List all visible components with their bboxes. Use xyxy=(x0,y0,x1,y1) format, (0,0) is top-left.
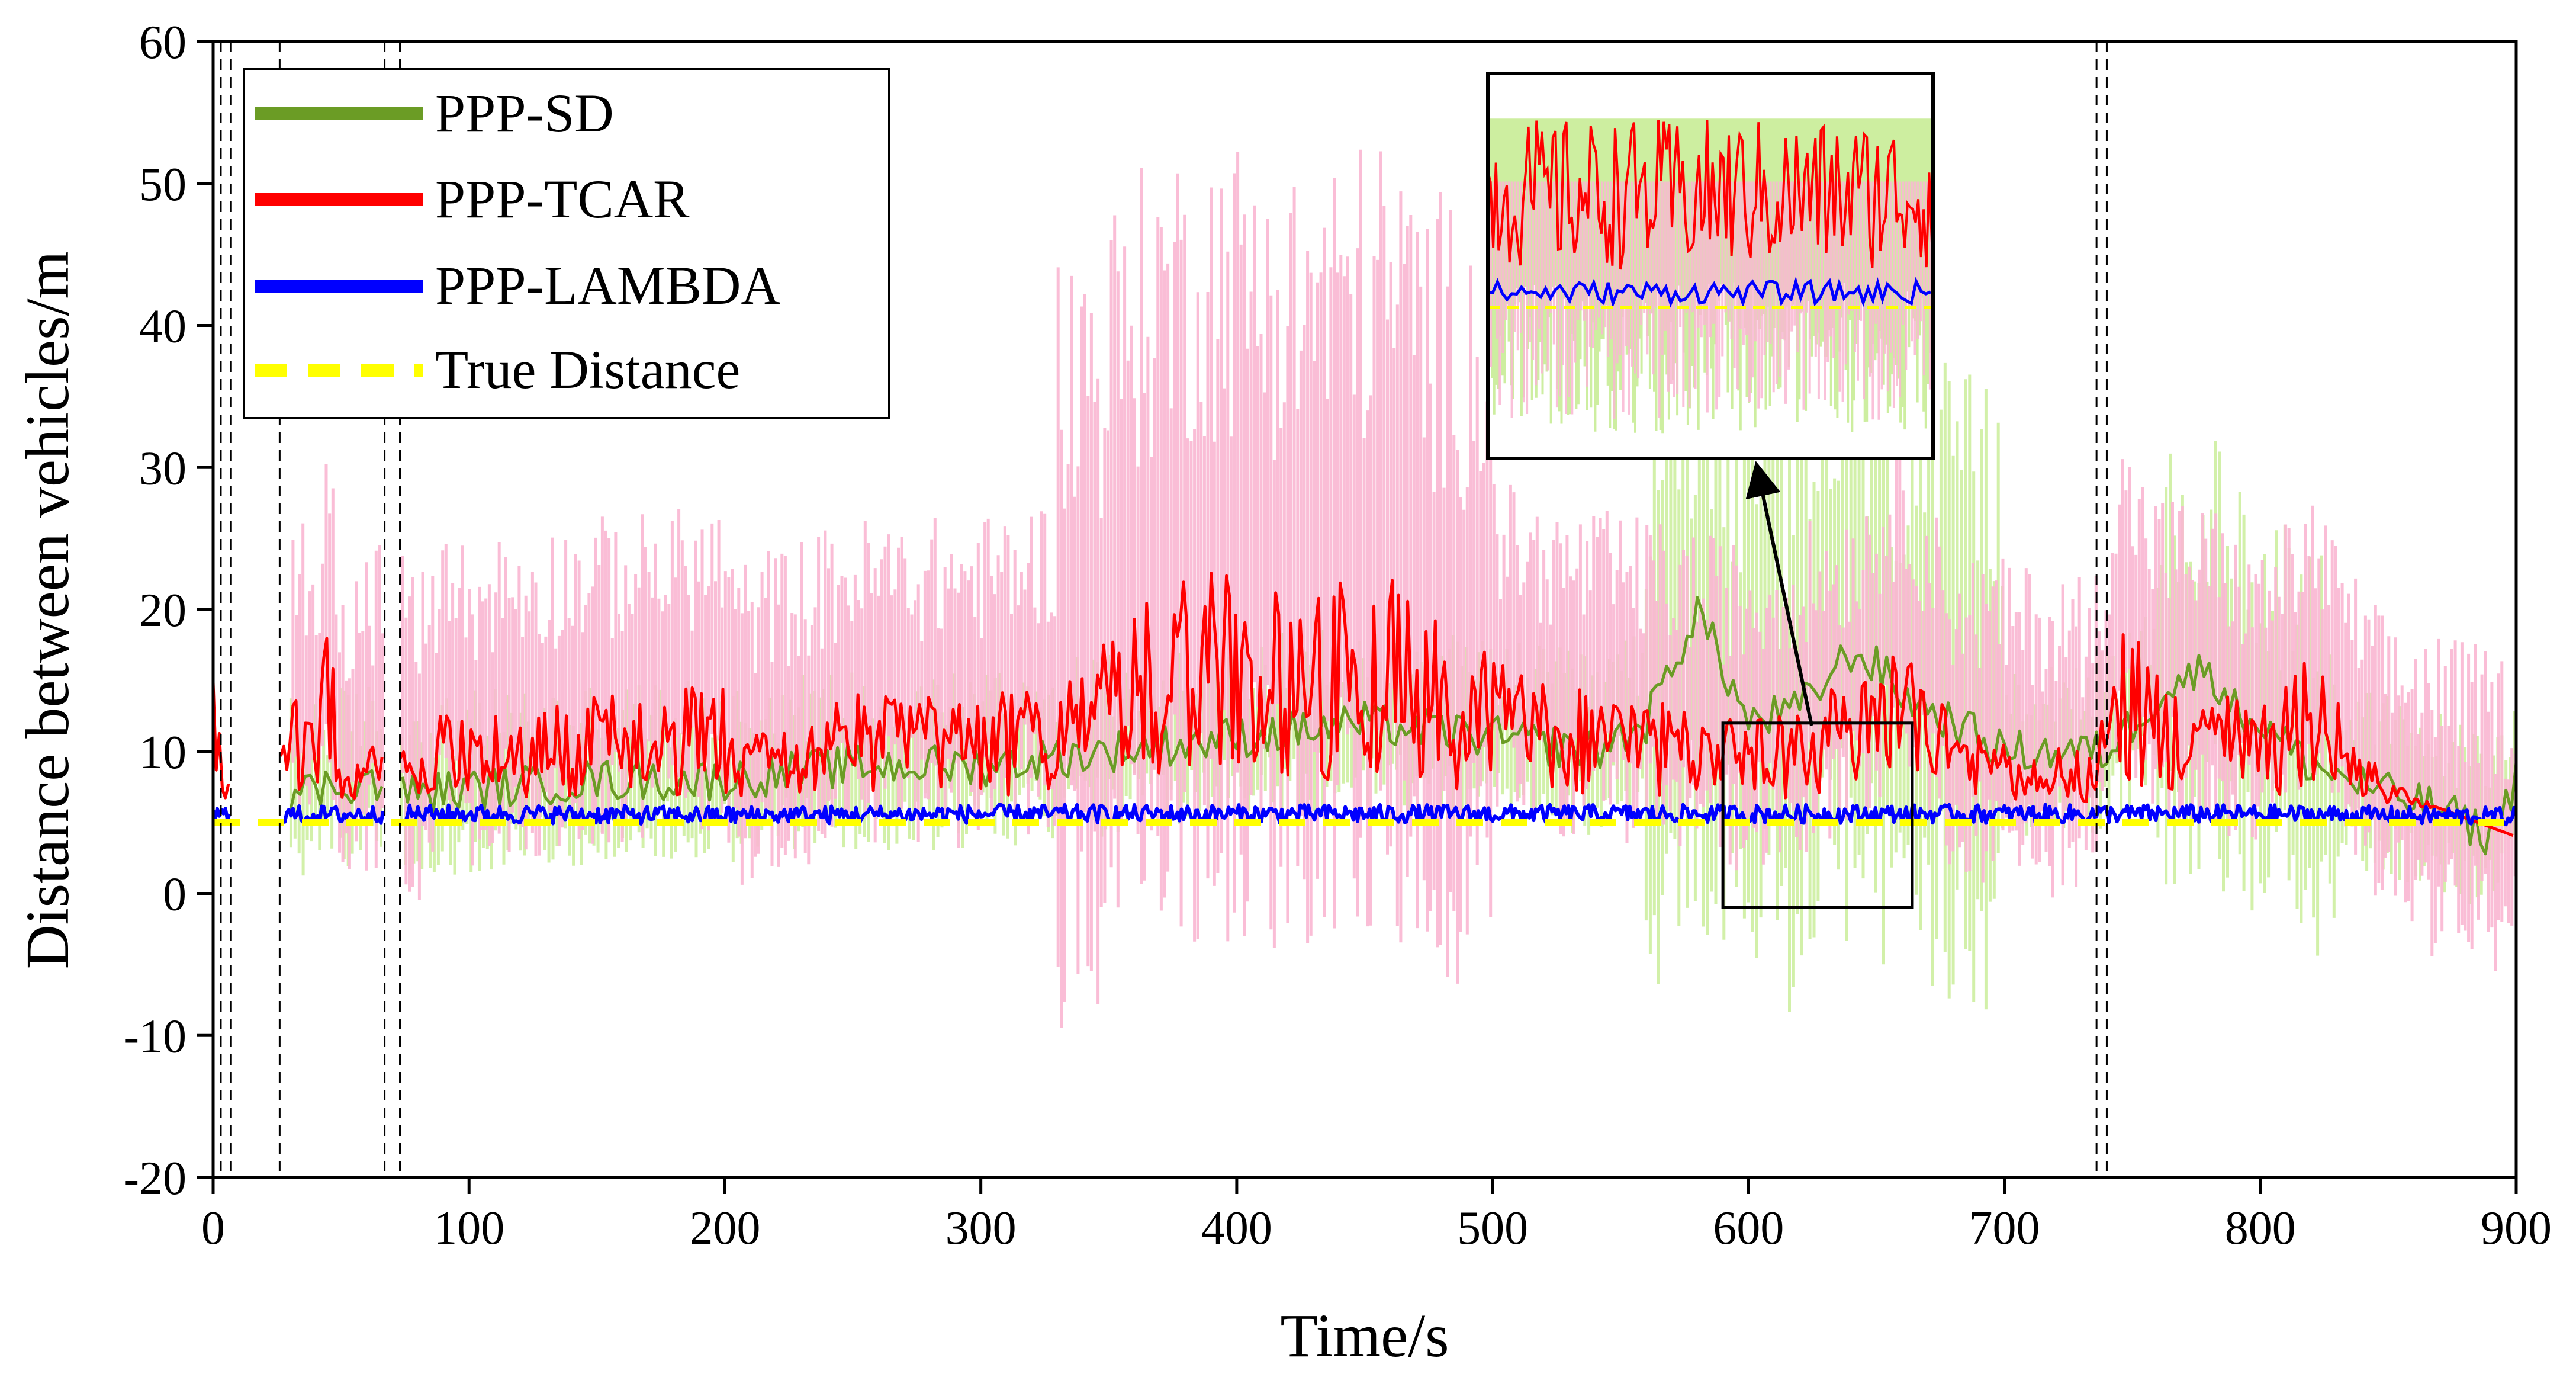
y-tick-label-1: -10 xyxy=(123,1010,186,1063)
line-ppp-tcar-segment-1 xyxy=(279,637,384,800)
legend-label-ppp-sd: PPP-SD xyxy=(435,83,614,143)
x-tick-label-3: 300 xyxy=(946,1202,1017,1254)
y-axis-ticks: -20 -10 0 10 20 30 40 50 60 xyxy=(123,17,213,1205)
x-tick-label-7: 700 xyxy=(1969,1202,2040,1254)
x-tick-label-1: 100 xyxy=(433,1202,504,1254)
legend-label-true-distance: True Distance xyxy=(435,339,740,400)
line-ppp-sd-segment-0 xyxy=(288,769,384,813)
zoom-arrow xyxy=(1745,461,1813,726)
x-axis-ticks: 0 100 200 300 400 500 600 700 800 900 xyxy=(201,1177,2552,1254)
x-tick-label-2: 200 xyxy=(689,1202,760,1254)
x-axis-title: Time/s xyxy=(1280,1302,1449,1370)
y-tick-label-3: 10 xyxy=(139,727,186,779)
y-tick-label-8: 60 xyxy=(139,17,186,69)
line-ppp-sd-segment-1 xyxy=(401,596,2516,856)
band-ppp-tcar xyxy=(291,149,2516,1028)
x-tick-label-9: 900 xyxy=(2481,1202,2552,1254)
legend: PPP-SD PPP-TCAR PPP-LAMBDA True Distance xyxy=(243,68,890,419)
legend-label-ppp-tcar: PPP-TCAR xyxy=(435,169,690,229)
inset-line-ppp-lambda xyxy=(1487,276,1931,309)
y-tick-label-6: 40 xyxy=(139,301,186,353)
inset-line-ppp-tcar xyxy=(1487,120,1933,270)
x-tick-label-5: 500 xyxy=(1457,1202,1528,1254)
line-ppp-tcar-segment-2 xyxy=(399,572,2514,837)
x-tick-label-0: 0 xyxy=(201,1202,225,1254)
x-tick-label-4: 400 xyxy=(1201,1202,1272,1254)
line-ppp-lambda-segment-2 xyxy=(401,803,2516,827)
vertical-dashed-lines xyxy=(220,41,2108,1177)
plot-area xyxy=(213,149,2516,1028)
zoom-region-box xyxy=(1721,721,1914,909)
x-tick-label-8: 800 xyxy=(2225,1202,2296,1254)
inset-frame xyxy=(1486,72,1935,460)
y-tick-label-7: 50 xyxy=(139,159,186,211)
x-tick-label-6: 600 xyxy=(1713,1202,1784,1254)
series-lines xyxy=(213,572,2516,856)
inset-content xyxy=(1487,118,1934,434)
legend-box xyxy=(243,68,890,419)
inset-zoom-panel xyxy=(1486,72,1935,460)
y-tick-label-4: 20 xyxy=(139,585,186,637)
y-axis-title: Distance between vehicles/m xyxy=(14,251,82,970)
y-tick-label-5: 30 xyxy=(139,442,186,495)
y-tick-label-2: 0 xyxy=(163,869,186,921)
legend-label-ppp-lambda: PPP-LAMBDA xyxy=(435,255,780,316)
y-tick-label-0: -20 xyxy=(123,1153,186,1205)
